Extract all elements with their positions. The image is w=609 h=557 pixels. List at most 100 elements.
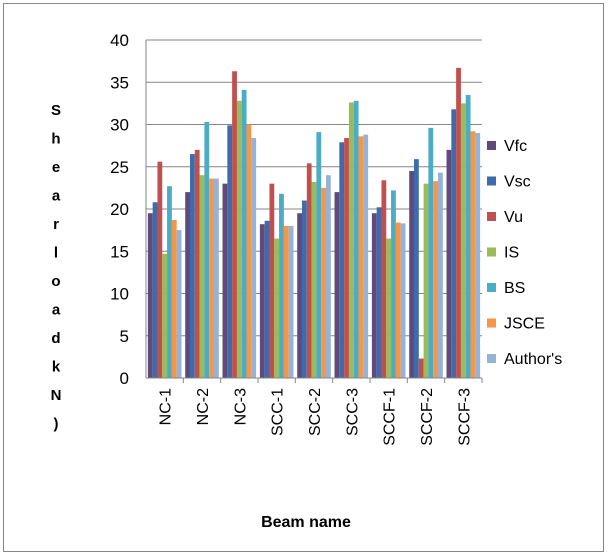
legend-label: BS — [504, 280, 525, 297]
bar-vu-nc-3 — [232, 71, 237, 378]
legend-label: IS — [504, 245, 519, 262]
bar-is-nc-1 — [162, 253, 168, 378]
legend-swatch — [487, 141, 496, 150]
x-tick-label: SCC-1 — [270, 388, 287, 436]
bar-vsc-sccf-1 — [376, 207, 382, 378]
bar-vfc-scc-1 — [259, 224, 265, 378]
y-axis-label-letter: e — [52, 159, 60, 176]
legend-swatch — [487, 283, 496, 292]
bar-is-scc-3 — [348, 102, 354, 378]
legend-label: Author's — [504, 351, 562, 368]
bar-vu-nc-1 — [157, 161, 163, 378]
bar-vsc-scc-1 — [264, 220, 270, 378]
bar-vu-sccf-1 — [381, 180, 387, 378]
x-tick-labels: NC-1 NC-2 NC-3 SCC-1 SCC-2 SCC-3 SCCF-1 SCCF-2 S… — [158, 388, 474, 446]
bar-vsc-sccf-2 — [414, 159, 419, 378]
y-axis-label-letter: N — [51, 387, 62, 404]
bar-vfc-nc-3 — [222, 183, 228, 378]
bar-bs-nc-2 — [204, 121, 210, 378]
legend-swatch — [487, 176, 496, 186]
legend: Vfc Vsc Vu IS BS JSCE Author's — [487, 138, 562, 368]
y-axis-label-letter: ) — [54, 416, 59, 433]
x-tick-label: SCCF-2 — [419, 388, 436, 446]
bar-bs-scc-3 — [353, 100, 359, 378]
bar-is-sccf-2 — [423, 183, 429, 378]
bar-vfc-scc-3 — [334, 192, 340, 378]
bar-vu-scc-1 — [269, 183, 275, 378]
bar-jsce-nc-1 — [171, 219, 177, 378]
bar-is-sccf-3 — [460, 103, 466, 378]
y-axis-label-letter: h — [51, 131, 60, 148]
y-tick-label: 0 — [120, 369, 129, 388]
legend-swatch — [487, 318, 496, 328]
x-tick-label: SCCF-3 — [456, 388, 473, 446]
x-tick-label: SCC-3 — [344, 388, 361, 436]
x-axis-label: Beam name — [261, 514, 351, 531]
bar-bs-scc-1 — [279, 193, 284, 378]
x-tick-label: NC-3 — [232, 388, 249, 425]
y-tick-label: 35 — [110, 73, 129, 92]
bar-jsce-scc-2 — [321, 187, 326, 378]
bar-vfc-sccf-3 — [446, 149, 452, 378]
legend-label: JSCE — [504, 316, 545, 333]
bar-vsc-sccf-3 — [451, 109, 457, 378]
bar-authors-sccf-3 — [475, 132, 481, 378]
legend-swatch — [487, 247, 496, 257]
bar-jsce-sccf-3 — [470, 131, 476, 378]
bar-authors-nc-1 — [176, 230, 182, 378]
legend-swatch — [487, 212, 496, 221]
y-tick-label: 30 — [110, 116, 129, 135]
bar-vsc-nc-1 — [152, 202, 158, 378]
bar-vsc-nc-3 — [227, 125, 233, 378]
bar-bs-scc-2 — [316, 132, 322, 378]
bar-jsce-sccf-2 — [433, 181, 438, 378]
bar-jsce-sccf-1 — [395, 222, 401, 378]
bar-is-nc-3 — [236, 100, 242, 378]
y-axis-label-letter: S — [51, 102, 61, 119]
legend-label: Vu — [504, 209, 523, 226]
bar-is-nc-2 — [199, 175, 205, 378]
y-axis-label-letter: l — [54, 245, 58, 262]
y-tick-label: 25 — [110, 158, 129, 177]
x-tick-label: SCCF-1 — [382, 388, 399, 446]
bar-vfc-nc-2 — [185, 192, 190, 378]
bar-vsc-scc-3 — [339, 142, 345, 378]
bar-vu-scc-2 — [306, 163, 312, 378]
y-tick-label: 40 — [110, 31, 129, 50]
bar-jsce-scc-1 — [283, 225, 289, 378]
bar-authors-scc-2 — [326, 175, 331, 378]
bar-is-sccf-1 — [386, 238, 392, 378]
y-tick-label: 5 — [120, 327, 129, 346]
chart-frame — [3, 3, 604, 552]
bar-authors-scc-3 — [363, 134, 369, 378]
bar-vfc-nc-1 — [147, 213, 153, 378]
y-axis-label-letter: k — [52, 359, 61, 376]
x-tick-label: NC-2 — [195, 388, 212, 425]
bar-vu-sccf-2 — [418, 358, 424, 378]
axes — [145, 40, 483, 383]
bar-authors-nc-3 — [251, 138, 257, 378]
bar-bs-nc-3 — [241, 89, 247, 378]
bar-vsc-scc-2 — [302, 200, 307, 378]
x-tick-label: NC-1 — [158, 388, 175, 425]
bar-vu-scc-3 — [344, 138, 349, 378]
bar-bs-nc-1 — [167, 186, 172, 378]
bar-bs-sccf-1 — [391, 190, 396, 378]
bar-jsce-scc-3 — [358, 136, 364, 378]
bars — [147, 67, 481, 379]
y-tick-label: 20 — [110, 200, 129, 219]
y-axis-label-letter: a — [52, 302, 61, 319]
y-axis-label-letter: r — [53, 216, 59, 233]
bar-is-scc-2 — [311, 181, 317, 378]
y-tick-labels: 0 5 10 15 20 25 30 35 40 — [110, 31, 129, 388]
bar-vsc-nc-2 — [190, 154, 195, 378]
bar-vfc-scc-2 — [297, 213, 302, 378]
bar-vfc-sccf-1 — [371, 213, 377, 378]
bar-jsce-nc-3 — [246, 124, 252, 378]
bar-bs-sccf-2 — [428, 127, 434, 378]
bar-authors-nc-2 — [214, 178, 219, 378]
legend-label: Vfc — [504, 138, 527, 155]
bar-vu-nc-2 — [194, 149, 200, 378]
